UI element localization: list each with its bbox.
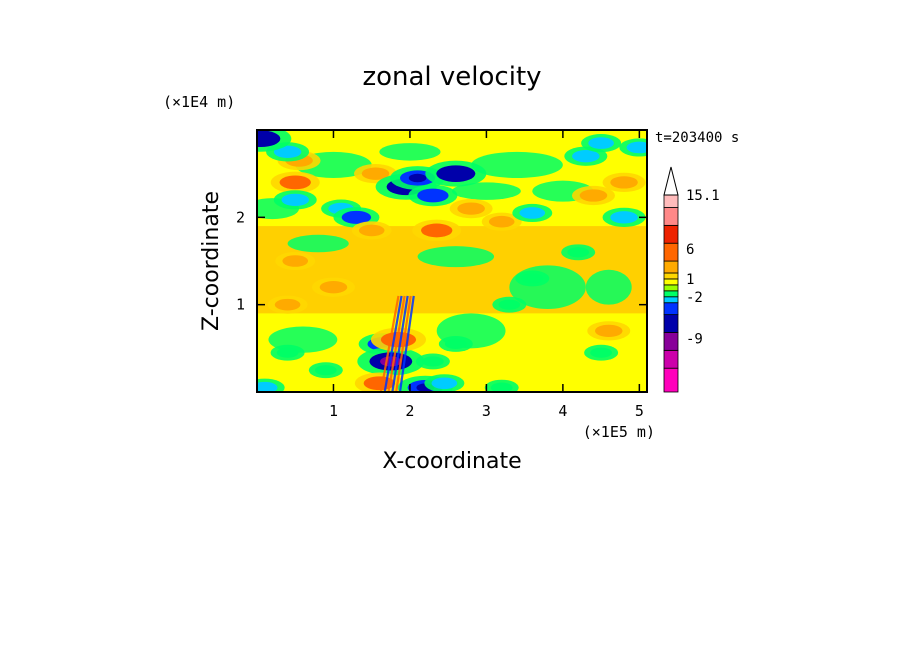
x-unit-label: (×1E5 m): [583, 423, 655, 441]
gradient-streak: [383, 295, 403, 392]
field-feature: [311, 277, 355, 297]
colorbar-band: [663, 242, 679, 262]
field-feature: [515, 270, 550, 287]
x-tick-label: 4: [558, 402, 567, 420]
x-tick-label: 2: [405, 402, 414, 420]
colorbar-label: 1: [686, 272, 694, 288]
field-feature: [438, 336, 473, 352]
colorbar-label: -2: [686, 290, 703, 306]
gradient-streak: [387, 295, 406, 392]
y-unit-label: (×1E4 m): [163, 93, 235, 111]
colorbar-band: [663, 349, 679, 369]
field-feature: [581, 134, 622, 153]
field-feature: [449, 198, 493, 219]
y-axis: 12: [236, 208, 647, 314]
field-feature: [561, 244, 596, 261]
field-patch: [471, 151, 563, 179]
colorbar-label: 15.1: [686, 188, 720, 204]
colorbar-band: [663, 260, 679, 274]
field-feature: [270, 171, 320, 194]
x-tick-label: 1: [329, 402, 338, 420]
field-feature: [602, 172, 646, 193]
colorbar-label: -9: [686, 331, 703, 347]
colorbar-band: [663, 367, 679, 393]
field-feature: [425, 160, 487, 187]
field-feature: [512, 203, 553, 223]
field-feature: [273, 190, 317, 210]
field-patch: [452, 182, 521, 200]
colorbar-band: [663, 278, 679, 286]
field-feature: [257, 130, 292, 152]
field-patch: [287, 234, 349, 253]
gradient-streak: [395, 295, 412, 392]
colorbar-label: 6: [686, 242, 694, 258]
field-feature: [267, 295, 308, 314]
colorbar-band: [663, 272, 679, 280]
colorbar-band: [663, 332, 679, 351]
field-patch: [585, 269, 632, 305]
chart-title: zonal velocity: [362, 62, 541, 92]
x-tick-label: 3: [482, 402, 491, 420]
field-feature: [257, 378, 285, 392]
field-feature: [492, 296, 527, 313]
y-axis-title: Z-coordinate: [199, 191, 224, 331]
x-tick-label: 5: [635, 402, 644, 420]
colorbar: 15.1 6 1 -2 -9: [663, 166, 720, 393]
field-feature: [481, 212, 522, 231]
field-feature: [424, 374, 465, 392]
y-tick-label: 2: [236, 208, 245, 226]
field-feature: [484, 379, 519, 392]
field-patch: [417, 246, 495, 268]
colorbar-band: [663, 224, 679, 244]
field-feature: [587, 321, 631, 341]
colorbar-band: [663, 207, 679, 226]
x-axis: 1 2 3 4 5: [329, 130, 644, 420]
colorbar-band: [663, 314, 679, 333]
field-feature: [571, 185, 615, 206]
field-feature: [602, 207, 646, 227]
field-feature: [275, 251, 316, 271]
field-feature: [412, 219, 462, 242]
colorbar-band: [663, 290, 679, 298]
x-axis-title: X-coordinate: [382, 449, 521, 474]
colorbar-band: [663, 302, 679, 316]
colorbar-extend-arrow: [663, 166, 679, 196]
heatmap-field: [257, 130, 647, 392]
field-feature: [584, 344, 619, 361]
colorbar-band: [663, 194, 679, 208]
field-feature: [408, 184, 458, 207]
field-feature: [351, 221, 392, 240]
y-tick-label: 1: [236, 296, 245, 314]
gradient-streak: [379, 295, 400, 392]
gradient-streak: [391, 295, 409, 392]
field-feature: [415, 353, 450, 370]
field-feature: [308, 362, 343, 379]
gradient-streak: [398, 295, 415, 392]
field-patch: [379, 143, 441, 161]
colorbar-band: [663, 296, 679, 304]
colorbar-band: [663, 284, 679, 292]
plot-frame: [256, 129, 648, 393]
time-label: t=203400 s: [655, 130, 739, 146]
field-feature: [619, 138, 647, 157]
field-feature: [270, 344, 305, 361]
